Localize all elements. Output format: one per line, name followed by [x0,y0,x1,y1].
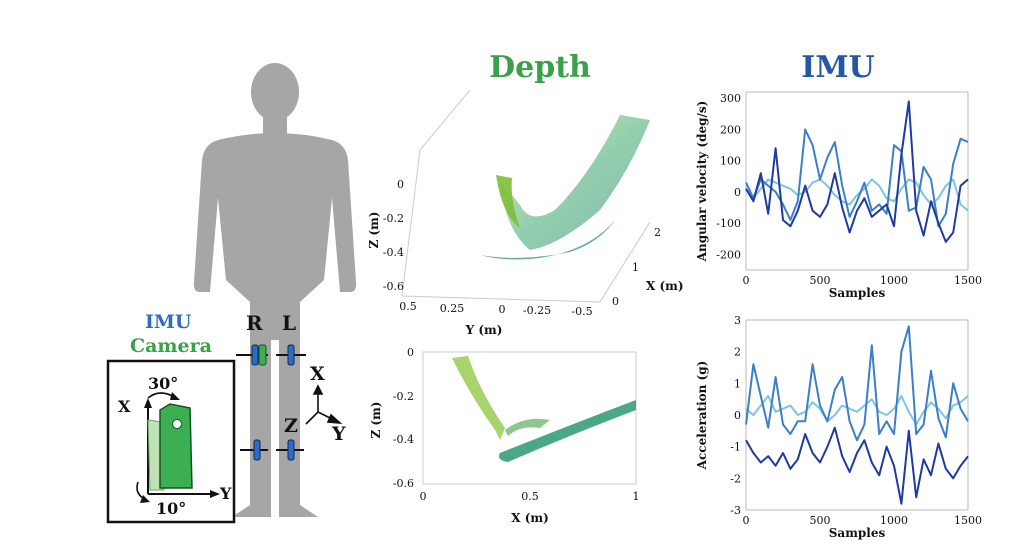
series-line [745,128,969,228]
plot-frame [745,319,969,511]
depth3d-ytick: 0.5 [399,300,417,313]
y-tick-label: -100 [716,217,741,230]
depth2d-ztick: -0.2 [393,390,414,403]
right-leg-label: R [246,311,263,335]
inset-tilt-angle: 30° [148,374,178,393]
depth3d-ytick: 0 [499,303,506,316]
depth3d-ztick: -0.2 [383,212,404,225]
y-tick-label: 0 [734,409,741,422]
y-tick-label: 3 [734,314,741,327]
depth3d-xtick: 1 [632,261,639,274]
x-tick-label: 0 [743,274,750,287]
depth-3d-plot [401,89,651,303]
legend-imu-label: IMU [145,311,192,333]
y-tick-label: 100 [720,155,741,168]
depth3d-zlabel: Z (m) [367,212,381,249]
y-axis-label: Angular velocity (deg/s) [695,101,709,263]
imu-left-shank [287,439,295,461]
depth2d-ztick: 0 [407,346,414,359]
inset-y-label: Y [219,484,232,503]
depth3d-ztick: -0.6 [383,280,404,293]
frame-y-label: Y [331,423,346,445]
depth-title: Depth [489,50,591,85]
depth2d-xtick: 0.5 [521,490,539,503]
x-tick-label: 0 [743,514,750,527]
x-tick-label: 1500 [954,274,982,287]
legend-camera-label: Camera [130,335,212,357]
depth2d-ztick: -0.6 [393,477,414,490]
frame-z-label: Z [284,415,298,437]
imu-left-thigh [287,344,295,366]
y-tick-label: -2 [730,472,741,485]
depth-2d-plot [422,351,637,485]
frame-x-label: X [310,363,325,385]
depth3d-xlabel: X (m) [646,279,684,293]
y-tick-label: -3 [730,504,741,517]
x-tick-label: 500 [810,514,831,527]
y-tick-label: -200 [716,248,741,261]
x-tick-label: 1000 [880,274,908,287]
y-tick-label: 200 [720,123,741,136]
y-tick-label: 300 [720,92,741,105]
y-tick-label: -1 [730,441,741,454]
depth3d-ztick: -0.4 [383,246,404,259]
x-axis-label: Samples [829,286,886,300]
depth-3d-cloud-front [496,175,520,228]
depth3d-xtick: 2 [654,226,661,239]
y-tick-label: 2 [734,346,741,359]
depth3d-ztick: 0 [397,178,404,191]
x-axis-label: Samples [829,526,886,540]
camera-body [159,403,193,489]
shank-sensors [240,439,304,461]
imu-right-thigh [251,344,259,366]
body-frame-axes [305,384,343,425]
depth3d-ytick: 0.25 [440,302,465,315]
inset-x-label: X [118,397,131,416]
depth2d-xtick: 1 [633,490,640,503]
inset-rot-angle: 10° [156,499,186,518]
depth-2d-cloud-upper [452,356,505,440]
plot-frame [745,91,969,271]
imu-right-shank [253,439,261,461]
camera-orientation-inset [106,359,236,524]
depth2d-xtick: 0 [420,490,427,503]
depth3d-ytick: -0.25 [523,304,551,317]
y-tick-label: 1 [734,377,741,390]
y-axis-label: Acceleration (g) [695,361,709,471]
x-tick-label: 1500 [954,514,982,527]
x-tick-label: 1000 [880,514,908,527]
depth-2d-cloud-lower [499,400,636,462]
series-line [745,325,969,442]
series-line [745,100,969,243]
x-tick-label: 500 [810,274,831,287]
depth2d-ztick: -0.4 [393,433,414,446]
depth3d-ytick: -0.5 [571,305,592,318]
series-line [745,395,969,426]
body-silhouette [193,63,357,517]
thigh-sensors [236,344,306,366]
depth-2d-cloud-mid [505,418,550,436]
depth2d-zlabel: Z (m) [369,402,383,439]
depth3d-xtick: 0 [612,295,619,308]
series-line [745,426,969,505]
depth3d-ylabel: Y (m) [465,323,503,337]
depth-3d-cloud-main [500,115,650,250]
left-leg-label: L [282,311,296,335]
camera-right-thigh [258,344,267,366]
imu-title: IMU [801,50,874,85]
depth2d-xlabel: X (m) [511,511,549,525]
y-tick-label: 0 [734,186,741,199]
